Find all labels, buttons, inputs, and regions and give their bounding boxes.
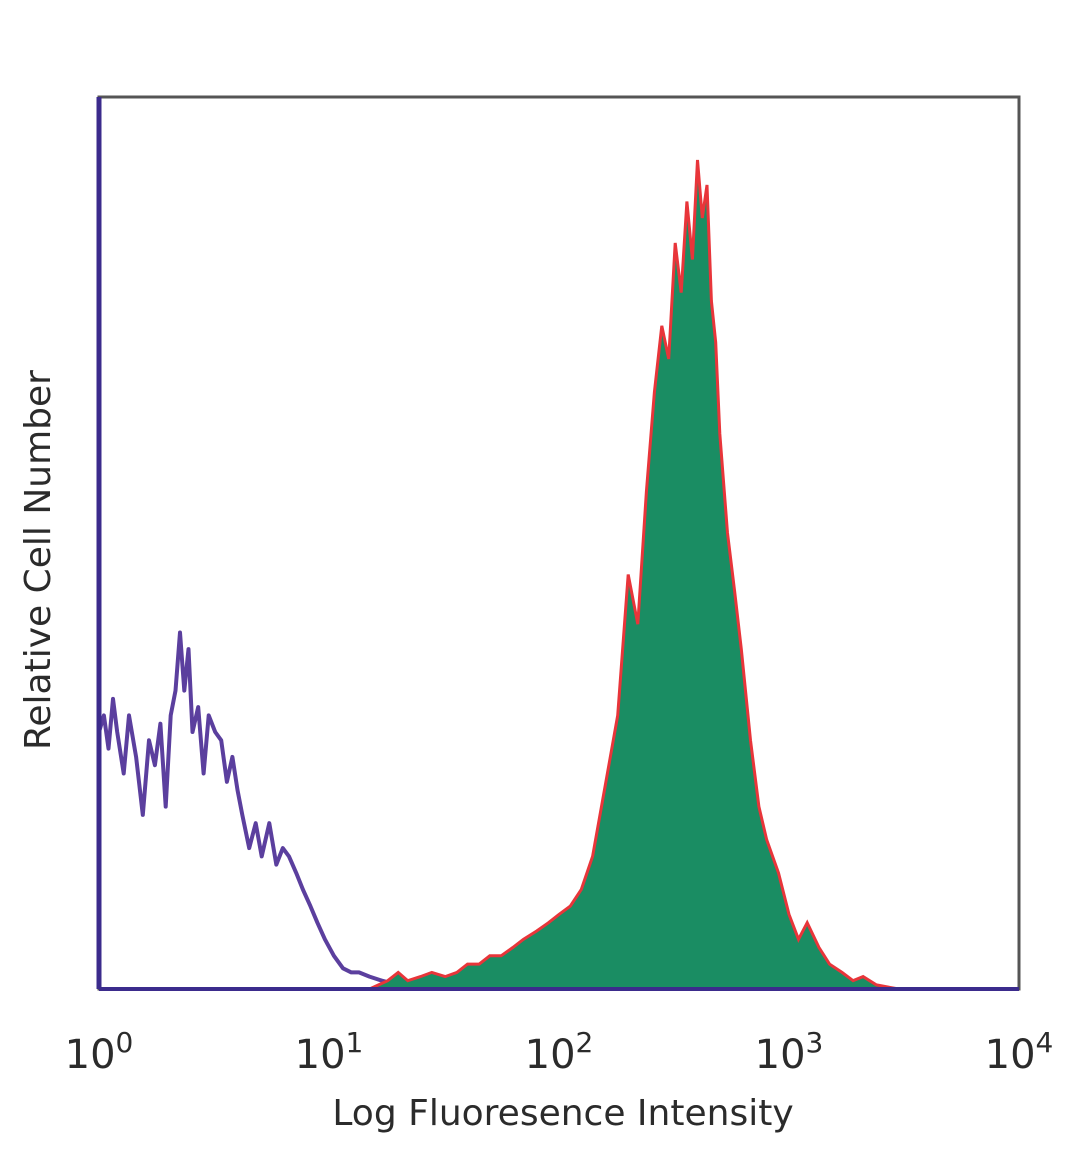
x-axis-title: Log Fluoresence Intensity	[332, 1093, 793, 1134]
x-tick-labels: 100 101 102 103 104	[65, 1026, 1054, 1078]
series-1-area	[369, 160, 899, 989]
plot-frame	[97, 95, 1021, 991]
x-tick-label-2: 102	[525, 1026, 594, 1078]
x-tick-label-3: 103	[755, 1026, 824, 1078]
x-tick-label-4: 104	[985, 1026, 1054, 1078]
y-axis-title: Relative Cell Number	[18, 370, 59, 750]
series-layer	[97, 159, 899, 991]
series-1-edge	[368, 159, 899, 991]
x-tick-label-1: 101	[295, 1026, 364, 1078]
x-tick-label-0: 100	[65, 1026, 134, 1078]
series-0-line	[97, 630, 455, 991]
